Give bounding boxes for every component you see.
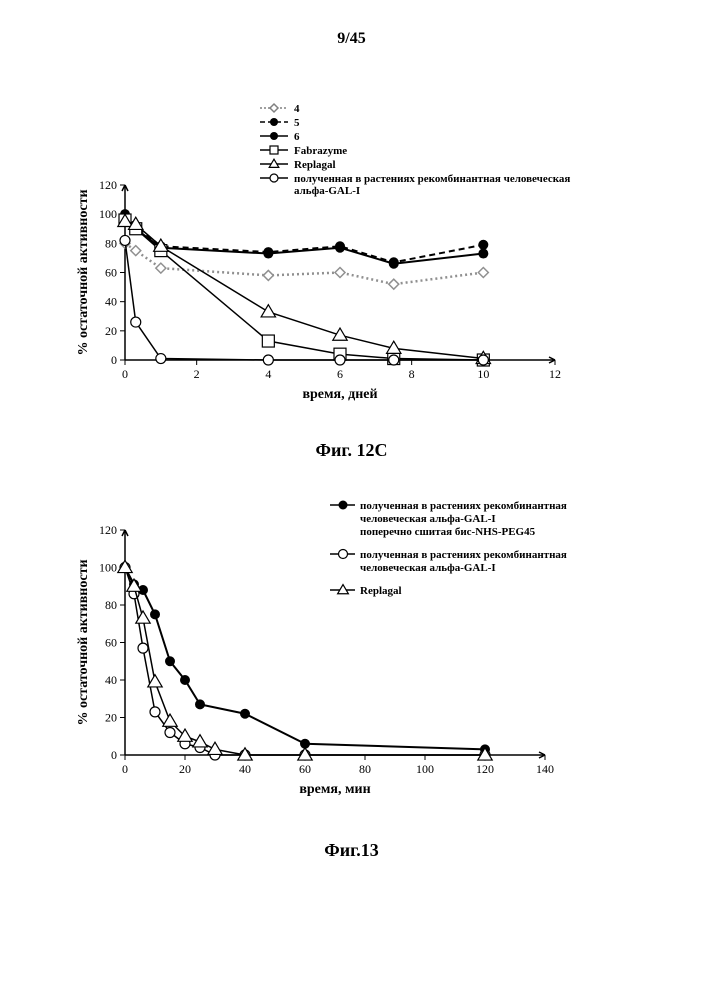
svg-text:6: 6 <box>294 131 300 143</box>
svg-text:4: 4 <box>294 103 300 115</box>
svg-text:12: 12 <box>549 367 561 381</box>
svg-text:% остаточной активности: % остаточной активности <box>76 189 91 355</box>
svg-text:0: 0 <box>122 367 128 381</box>
svg-text:60: 60 <box>105 636 117 650</box>
svg-text:140: 140 <box>536 762 554 776</box>
svg-text:время, дней: время, дней <box>302 387 377 402</box>
svg-text:% остаточной активности: % остаточной активности <box>76 559 91 725</box>
svg-text:4: 4 <box>265 367 271 381</box>
svg-text:40: 40 <box>105 295 117 309</box>
svg-text:Replagal: Replagal <box>294 159 336 171</box>
svg-text:120: 120 <box>476 762 494 776</box>
svg-text:40: 40 <box>105 673 117 687</box>
svg-text:альфа-GAL-I: альфа-GAL-I <box>294 185 360 197</box>
svg-text:8: 8 <box>409 367 415 381</box>
svg-text:120: 120 <box>99 523 117 537</box>
svg-text:время, мин: время, мин <box>299 782 370 797</box>
svg-text:100: 100 <box>99 561 117 575</box>
svg-text:полученная в растениях рекомби: полученная в растениях рекомбинантная <box>360 549 567 561</box>
svg-text:0: 0 <box>122 762 128 776</box>
svg-text:5: 5 <box>294 117 300 129</box>
svg-text:поперечно сшитая бис-NHS-PEG45: поперечно сшитая бис-NHS-PEG45 <box>360 526 536 538</box>
svg-text:40: 40 <box>239 762 251 776</box>
svg-text:80: 80 <box>359 762 371 776</box>
caption-12c: Фиг. 12C <box>0 440 703 461</box>
svg-text:Fabrazyme: Fabrazyme <box>294 145 347 157</box>
svg-text:20: 20 <box>179 762 191 776</box>
chart-13: 0 20 40 60 80 100 120 140 0 20 40 60 80 100 120 время, … <box>60 490 660 820</box>
page-number: 9/45 <box>0 30 703 48</box>
svg-text:100: 100 <box>416 762 434 776</box>
svg-text:человеческая альфа-GAL-I: человеческая альфа-GAL-I <box>360 562 496 574</box>
svg-text:60: 60 <box>105 266 117 280</box>
svg-text:0: 0 <box>111 748 117 762</box>
svg-text:120: 120 <box>99 178 117 192</box>
svg-text:60: 60 <box>299 762 311 776</box>
svg-text:80: 80 <box>105 236 117 250</box>
svg-text:20: 20 <box>105 711 117 725</box>
svg-text:20: 20 <box>105 324 117 338</box>
svg-text:человеческая альфа-GAL-I: человеческая альфа-GAL-I <box>360 513 496 525</box>
svg-text:100: 100 <box>99 207 117 221</box>
svg-text:10: 10 <box>477 367 489 381</box>
svg-text:полученная в растениях рекомби: полученная в растениях рекомбинантная <box>360 500 567 512</box>
chart-12c: 024681012020406080100120время, дней% ост… <box>60 90 620 420</box>
svg-text:Replagal: Replagal <box>360 585 402 597</box>
svg-text:80: 80 <box>105 598 117 612</box>
svg-text:0: 0 <box>111 353 117 367</box>
svg-text:полученная в растениях рекомби: полученная в растениях рекомбинантная че… <box>294 173 570 185</box>
caption-13: Фиг.13 <box>0 840 703 861</box>
svg-text:2: 2 <box>194 367 200 381</box>
svg-text:6: 6 <box>337 367 343 381</box>
